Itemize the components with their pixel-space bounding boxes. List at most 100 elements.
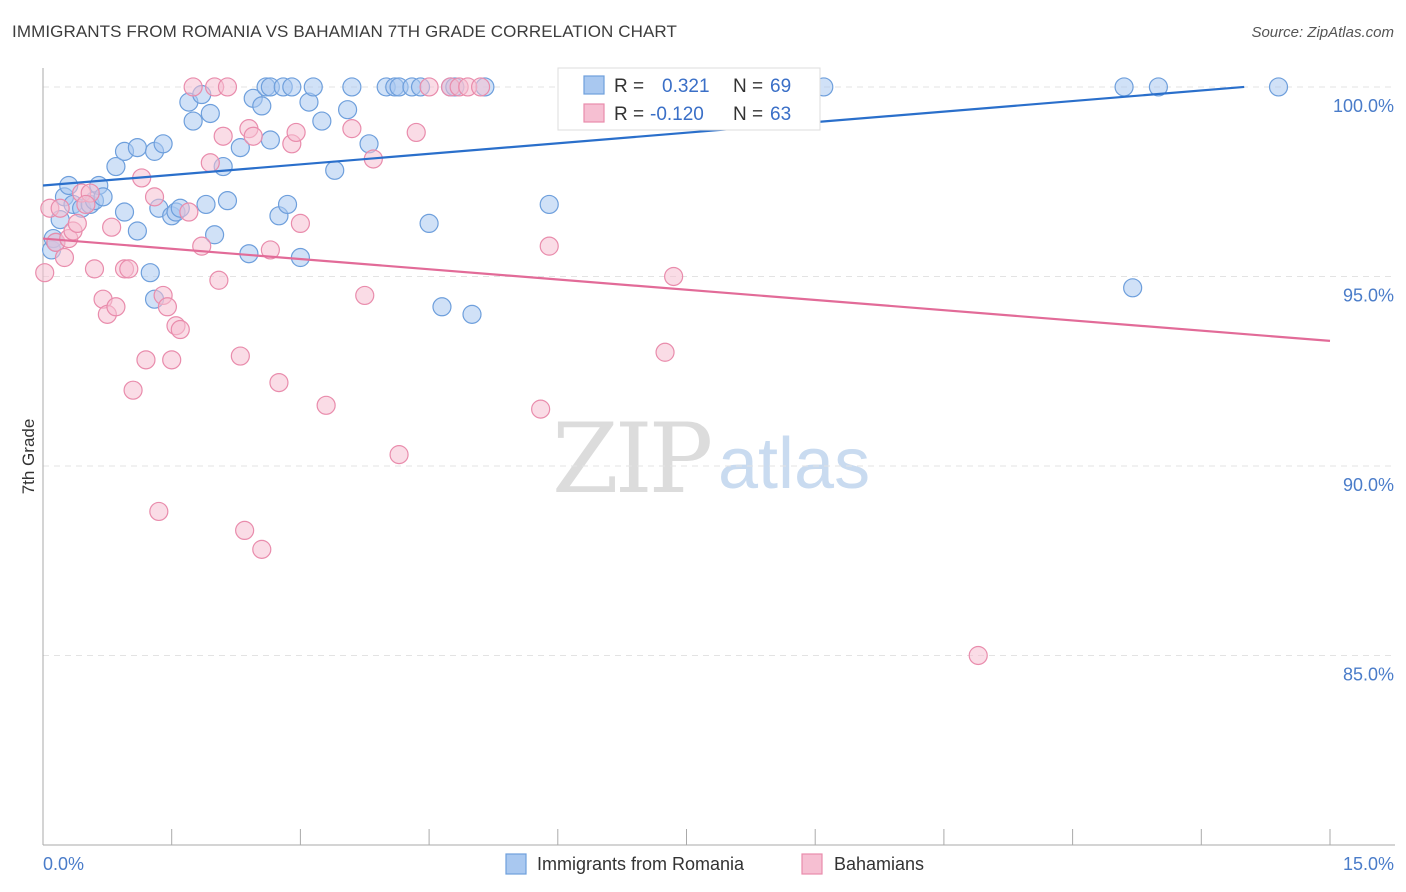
point-romania — [342, 77, 362, 97]
data-points — [35, 77, 1289, 666]
bottom-legend: Immigrants from Romania Bahamians — [505, 853, 924, 875]
point-bahamians — [655, 342, 675, 362]
point-bahamians — [243, 126, 263, 146]
trend-line-romania — [42, 85, 1245, 187]
point-bahamians — [664, 266, 684, 287]
point-bahamians — [269, 372, 289, 393]
point-romania — [337, 100, 358, 120]
stats-swatch-romania — [583, 75, 605, 95]
point-bahamians — [35, 263, 55, 283]
point-bahamians — [252, 539, 272, 559]
stats-r-label-romania: R = — [614, 76, 644, 97]
point-bahamians — [470, 77, 491, 97]
point-bahamians — [136, 350, 156, 370]
y-tick-label: 90.0% — [1343, 475, 1394, 495]
point-romania — [217, 191, 238, 211]
stats-n-label-romania: N = — [733, 76, 763, 97]
point-bahamians — [235, 520, 255, 541]
point-romania — [230, 137, 250, 158]
point-bahamians — [179, 202, 199, 222]
point-bahamians — [162, 350, 182, 370]
point-bahamians — [170, 319, 190, 340]
point-bahamians — [119, 259, 139, 279]
point-romania — [260, 130, 280, 150]
point-bahamians — [290, 213, 310, 233]
point-bahamians — [76, 194, 96, 215]
stats-r-label-bahamians: R = — [614, 104, 644, 125]
watermark-zip: ZIP — [552, 403, 711, 515]
point-romania — [140, 263, 160, 283]
point-romania — [183, 111, 203, 131]
stats-swatch-bahamians — [583, 103, 605, 123]
y-tick-label: 95.0% — [1343, 285, 1394, 305]
point-romania — [432, 297, 452, 317]
point-bahamians — [84, 259, 105, 279]
trend-lines — [42, 85, 1331, 342]
point-bahamians — [217, 77, 238, 97]
point-bahamians — [102, 217, 122, 237]
stats-r-value-bahamians: -0.120 — [650, 104, 704, 125]
point-romania — [1148, 77, 1169, 97]
point-romania — [325, 160, 345, 180]
point-romania — [205, 225, 225, 245]
point-bahamians — [106, 297, 126, 317]
point-bahamians — [389, 445, 409, 465]
legend-swatch-bahamians — [801, 853, 823, 875]
point-bahamians — [50, 198, 70, 218]
point-bahamians — [342, 119, 362, 139]
y-tick-label: 100.0% — [1333, 96, 1394, 116]
point-bahamians — [539, 236, 559, 256]
point-romania — [1123, 278, 1143, 298]
point-romania — [196, 194, 216, 215]
point-romania — [252, 96, 272, 116]
point-bahamians — [406, 122, 426, 143]
point-bahamians — [54, 247, 75, 268]
point-bahamians — [67, 213, 87, 233]
stats-n-value-romania: 69 — [770, 76, 791, 97]
legend-label-bahamians: Bahamians — [834, 854, 924, 874]
point-bahamians — [183, 77, 203, 97]
x-tick-label-left: 0.0% — [43, 854, 84, 874]
source-note: Source: ZipAtlas.com — [1251, 24, 1394, 41]
point-romania — [127, 137, 147, 158]
point-bahamians — [157, 297, 178, 317]
trend-line-bahamians — [42, 237, 1331, 342]
y-axis-label: 7th Grade — [19, 419, 38, 495]
point-romania — [114, 202, 135, 222]
point-bahamians — [260, 240, 280, 260]
axes — [42, 68, 1395, 846]
stats-n-value-bahamians: 63 — [770, 104, 791, 125]
point-romania — [539, 194, 559, 215]
point-bahamians — [531, 399, 551, 419]
x-tick-label-right: 15.0% — [1343, 854, 1394, 874]
stats-legend-box: R = 0.321 N = 69 R = -0.120 N = 63 — [557, 67, 821, 131]
legend-label-romania: Immigrants from Romania — [537, 854, 745, 874]
point-romania — [106, 156, 126, 177]
point-romania — [462, 304, 482, 324]
point-bahamians — [123, 380, 143, 400]
point-romania — [153, 134, 173, 154]
y-tick-labels: 100.0% 95.0% 90.0% 85.0% — [1333, 96, 1394, 685]
point-bahamians — [149, 501, 169, 522]
point-bahamians — [230, 346, 250, 366]
stats-n-label-bahamians: N = — [733, 104, 763, 125]
chart-title: IMMIGRANTS FROM ROMANIA VS BAHAMIAN 7TH … — [12, 22, 677, 41]
legend-swatch-romania — [505, 853, 527, 875]
point-bahamians — [213, 126, 233, 146]
point-bahamians — [968, 645, 988, 666]
point-romania — [277, 194, 298, 215]
point-romania — [200, 103, 220, 124]
watermark: ZIP atlas — [552, 403, 870, 515]
point-bahamians — [200, 153, 220, 173]
point-bahamians — [355, 285, 375, 306]
watermark-atlas: atlas — [718, 424, 870, 504]
y-tick-label: 85.0% — [1343, 664, 1394, 684]
gridlines — [43, 86, 1395, 656]
point-bahamians — [144, 187, 165, 207]
stats-r-value-romania: 0.321 — [662, 76, 710, 97]
point-romania — [282, 77, 302, 97]
point-romania — [419, 213, 439, 233]
point-romania — [303, 77, 323, 97]
point-bahamians — [316, 395, 336, 415]
